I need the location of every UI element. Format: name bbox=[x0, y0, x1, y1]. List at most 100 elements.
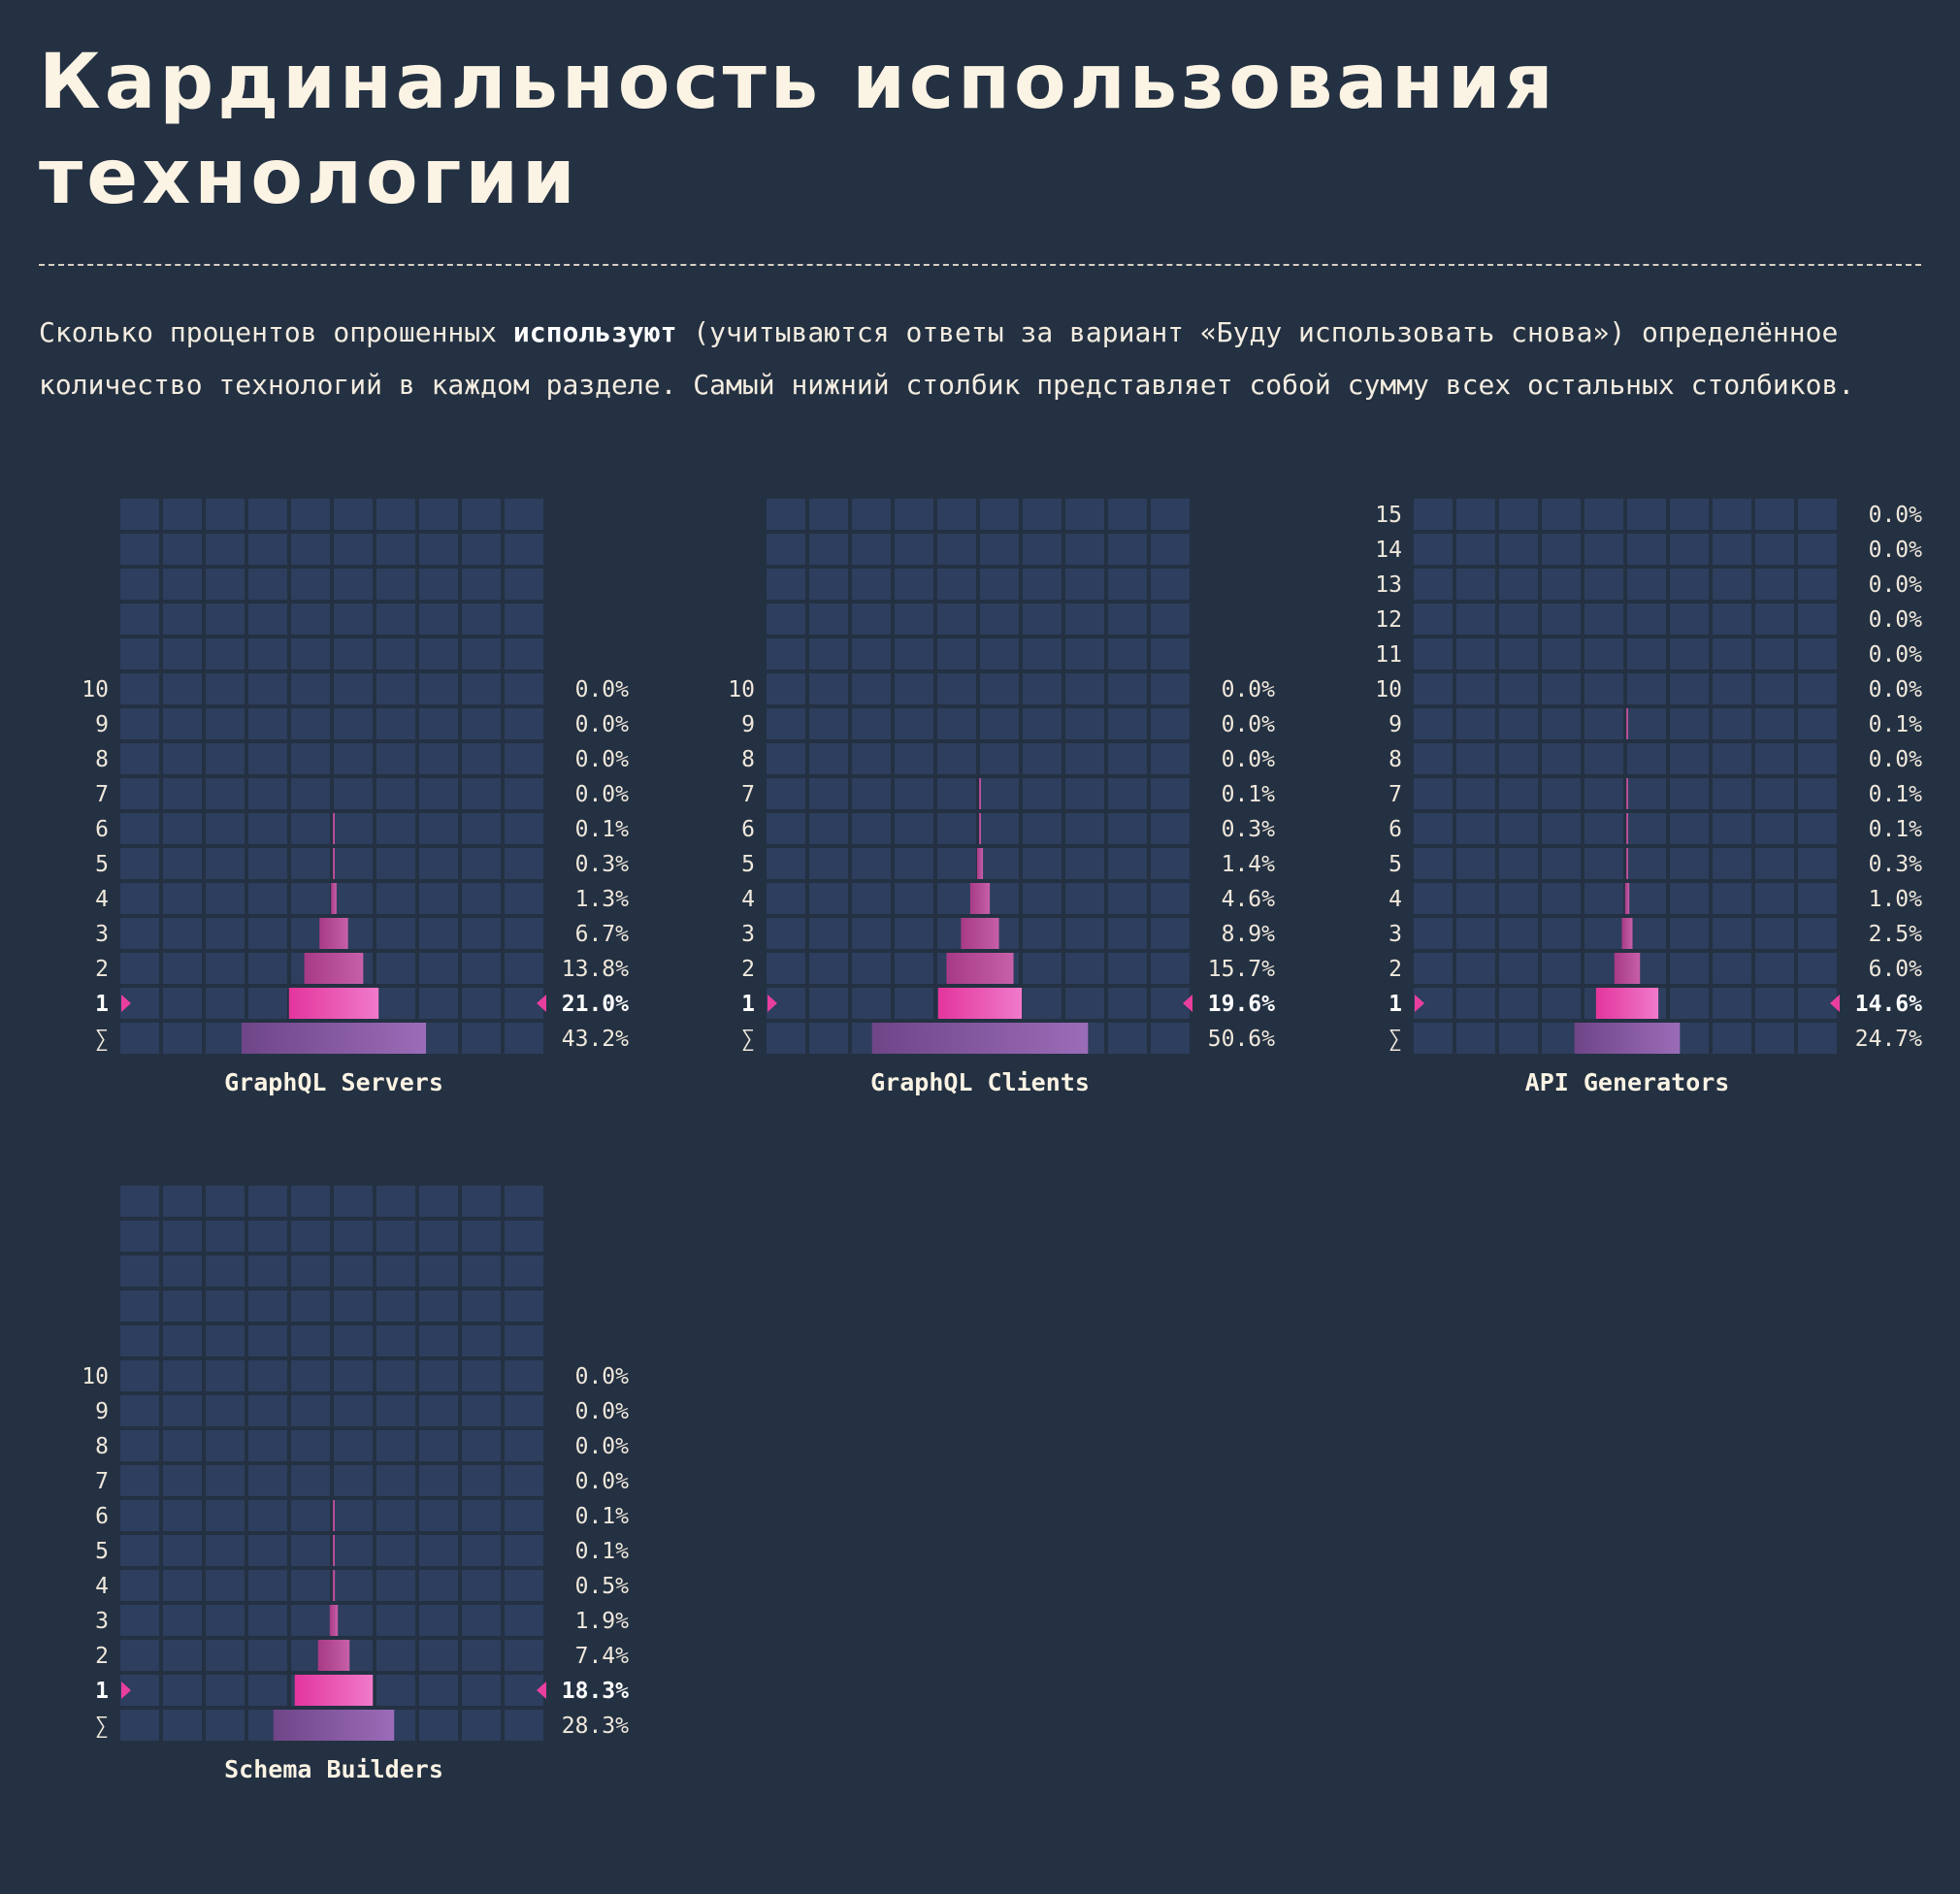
grid-cell bbox=[462, 638, 501, 669]
value-label: 0.0% bbox=[1869, 607, 1923, 633]
grid-cell bbox=[1798, 883, 1837, 914]
grid-cell bbox=[505, 534, 543, 565]
value-label: 14.6% bbox=[1855, 992, 1922, 1017]
grid-cell bbox=[120, 1023, 159, 1054]
grid-cell bbox=[291, 638, 330, 669]
bar-sum bbox=[273, 1710, 395, 1741]
grid-cell bbox=[206, 813, 245, 844]
grid-cell bbox=[1542, 743, 1581, 774]
grid-cell bbox=[248, 569, 287, 600]
grid-cell bbox=[937, 848, 976, 879]
grid-cell bbox=[1755, 953, 1794, 984]
grid-cell bbox=[1713, 1023, 1751, 1054]
grid-cell bbox=[120, 1256, 159, 1287]
grid-cell bbox=[248, 1675, 287, 1706]
grid-cell bbox=[376, 743, 415, 774]
grid-cell bbox=[1456, 499, 1495, 530]
row-label: 6 bbox=[741, 817, 755, 842]
grid-cell bbox=[852, 848, 891, 879]
grid-cell bbox=[505, 953, 543, 984]
grid-cell bbox=[163, 569, 202, 600]
grid-cell bbox=[376, 1570, 415, 1601]
value-label: 0.0% bbox=[575, 1364, 630, 1389]
marker-right-icon bbox=[1830, 995, 1840, 1012]
bar-5 bbox=[976, 848, 984, 879]
grid-cell bbox=[1755, 918, 1794, 949]
value-label: 21.0% bbox=[562, 992, 629, 1017]
grid-cell bbox=[1542, 1023, 1581, 1054]
grid-cell bbox=[895, 534, 933, 565]
grid-cell bbox=[376, 604, 415, 635]
grid-cell bbox=[1627, 883, 1666, 914]
row-label: 4 bbox=[741, 887, 755, 912]
grid-cell bbox=[1456, 673, 1495, 704]
value-label: 0.0% bbox=[575, 782, 630, 807]
row-label: 9 bbox=[95, 1399, 109, 1424]
row-label: 1 bbox=[95, 1679, 109, 1704]
grid-cell bbox=[462, 1430, 501, 1461]
grid-cell bbox=[937, 708, 976, 739]
grid-cell bbox=[1713, 569, 1751, 600]
grid-cell bbox=[206, 1325, 245, 1356]
grid-cell bbox=[1108, 673, 1147, 704]
value-label: 0.1% bbox=[1869, 782, 1923, 807]
grid-cell bbox=[291, 1430, 330, 1461]
grid-cell bbox=[1713, 988, 1751, 1019]
grid-cell bbox=[505, 638, 543, 669]
grid-cell bbox=[206, 883, 245, 914]
grid-cell bbox=[895, 499, 933, 530]
grid-cell bbox=[163, 1465, 202, 1496]
grid-cell bbox=[334, 1221, 373, 1252]
grid-cell bbox=[1108, 778, 1147, 809]
grid-cell bbox=[248, 1395, 287, 1426]
value-label: 15.7% bbox=[1208, 957, 1275, 982]
value-label: 0.0% bbox=[575, 677, 630, 702]
grid-cell bbox=[1584, 813, 1623, 844]
value-label: 0.3% bbox=[1222, 817, 1276, 842]
grid-cell bbox=[248, 708, 287, 739]
grid-cell bbox=[1499, 708, 1538, 739]
grid-cell bbox=[1713, 848, 1751, 879]
grid-cell bbox=[376, 1360, 415, 1391]
grid-cell bbox=[419, 918, 458, 949]
grid-cell bbox=[1065, 778, 1104, 809]
grid-cell bbox=[334, 499, 373, 530]
grid-cell bbox=[419, 1395, 458, 1426]
bar-2 bbox=[946, 953, 1014, 984]
grid-cell bbox=[376, 673, 415, 704]
grid-cell bbox=[1755, 638, 1794, 669]
grid-cell bbox=[163, 499, 202, 530]
grid-cell bbox=[1542, 953, 1581, 984]
grid-cell bbox=[1414, 848, 1453, 879]
grid-cell bbox=[1108, 534, 1147, 565]
grid-cell bbox=[206, 569, 245, 600]
value-label: 0.0% bbox=[1869, 642, 1923, 668]
grid-cell bbox=[291, 1465, 330, 1496]
grid-cell bbox=[419, 708, 458, 739]
grid-cell bbox=[1584, 883, 1623, 914]
grid-cell bbox=[291, 883, 330, 914]
value-label: 1.4% bbox=[1222, 852, 1276, 877]
grid-cell bbox=[1798, 743, 1837, 774]
grid-cell bbox=[163, 848, 202, 879]
grid-cell bbox=[767, 778, 805, 809]
grid-cell bbox=[1456, 743, 1495, 774]
grid-cell bbox=[419, 1640, 458, 1671]
grid-cell bbox=[505, 1430, 543, 1461]
grid-cell bbox=[120, 743, 159, 774]
grid-cell bbox=[1108, 988, 1147, 1019]
grid-cell bbox=[895, 673, 933, 704]
grid-cell bbox=[852, 604, 891, 635]
page-title: Кардинальность использования технологии bbox=[39, 35, 1882, 225]
bar-6 bbox=[979, 813, 981, 844]
grid-cell bbox=[1151, 638, 1190, 669]
grid-cell bbox=[1755, 778, 1794, 809]
grid-cell bbox=[852, 918, 891, 949]
grid-cell bbox=[291, 1290, 330, 1322]
grid-cell bbox=[1023, 953, 1062, 984]
grid-cell bbox=[163, 1186, 202, 1217]
grid-cell bbox=[291, 1256, 330, 1287]
grid-cell bbox=[937, 673, 976, 704]
grid-cell bbox=[206, 534, 245, 565]
grid-cell bbox=[120, 1570, 159, 1601]
